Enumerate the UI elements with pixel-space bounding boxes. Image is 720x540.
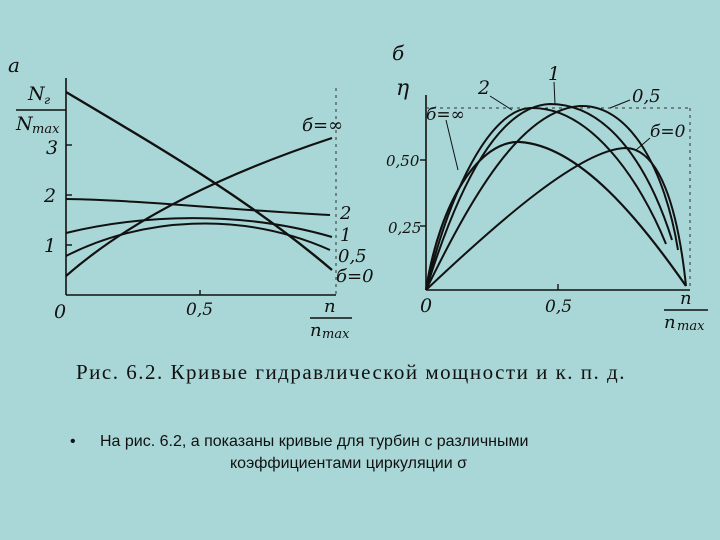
panel-b-leader-sigma-0: [635, 137, 651, 151]
bullet-symbol: •: [70, 433, 76, 450]
panel-b-y-label: η: [396, 76, 409, 101]
bullet-text-line-1: На рис. 6.2, а показаны кривые для турби…: [100, 433, 529, 450]
panel-b-curve-sigma-0: [425, 146, 687, 291]
bullet-text-line-2: коэффициентами циркуляции σ: [230, 455, 467, 472]
panel-a-x-tick-05: 0,5: [186, 300, 213, 320]
panel-a: а N г N max 1 2 3 0 0,5 n n: [8, 53, 374, 342]
figure-caption: Рис. 6.2. Кривые гидравлической мощности…: [76, 360, 626, 384]
panel-b-leader-sigma-inf: [445, 119, 459, 171]
panel-b-label-05: 0,5: [632, 86, 661, 107]
panel-a-label-sigma-inf: б=∞: [302, 115, 343, 136]
panel-b-x-den-sub: max: [677, 319, 705, 334]
panel-a-curve-sigma-inf: [65, 136, 333, 277]
panel-b-curve-sigma-1: [425, 102, 673, 291]
panel-a-y-tick-1: 1: [44, 235, 56, 257]
panel-b-y-tick-050: 0,50: [386, 152, 420, 170]
panel-a-y-num: N: [27, 83, 46, 105]
panel-a-curve-sigma-2: [65, 198, 331, 216]
panel-a-y-tick-3: 3: [46, 137, 58, 159]
panel-b-y-tick-025: 0,25: [388, 219, 421, 237]
panel-b-label-sigma-inf: б=∞: [426, 105, 465, 125]
panel-a-y-den: N: [15, 113, 34, 135]
panel-b: б η 0,25 0,50 0 0,5 n n max: [386, 41, 708, 334]
panel-a-x-num: n: [324, 296, 336, 317]
panel-a-y-den-sub: max: [32, 122, 60, 137]
figure-6-2: а N г N max 1 2 3 0 0,5 n n: [8, 41, 708, 342]
panel-b-leader-2: [489, 95, 513, 111]
panel-b-origin: 0: [420, 295, 432, 317]
panel-b-x-num: n: [680, 288, 692, 309]
panel-b-x-den: n: [664, 312, 676, 333]
panel-a-origin: 0: [54, 301, 66, 323]
panel-b-curve-sigma-inf: [424, 140, 687, 291]
panel-b-label-sigma-0: б=0: [650, 122, 686, 142]
panel-a-curve-sigma-05: [65, 222, 331, 257]
panel-b-label-1: 1: [548, 63, 560, 85]
panel-a-y-num-sub: г: [44, 93, 50, 107]
panel-a-curve-sigma-0: [65, 90, 333, 271]
panel-b-x-tick-05: 0,5: [545, 297, 572, 317]
panel-b-curve-sigma-2: [425, 106, 667, 291]
panel-b-label-2: 2: [477, 77, 490, 99]
panel-b-curve-sigma-05: [425, 104, 679, 291]
panel-a-y-tick-2: 2: [43, 185, 56, 207]
panel-b-leader-1: [553, 81, 556, 105]
panel-a-letter: а: [8, 53, 20, 77]
panel-a-x-den-sub: max: [322, 327, 350, 342]
panel-a-label-2: 2: [339, 203, 351, 224]
panel-a-label-1: 1: [340, 225, 351, 246]
panel-a-label-05: 0,5: [338, 246, 367, 267]
panel-b-letter: б: [392, 41, 405, 65]
panel-a-x-den: n: [310, 320, 322, 341]
panel-b-leader-05: [609, 99, 631, 109]
panel-a-label-sigma-0: б=0: [336, 266, 374, 287]
panel-a-curve-sigma-1: [65, 217, 333, 238]
